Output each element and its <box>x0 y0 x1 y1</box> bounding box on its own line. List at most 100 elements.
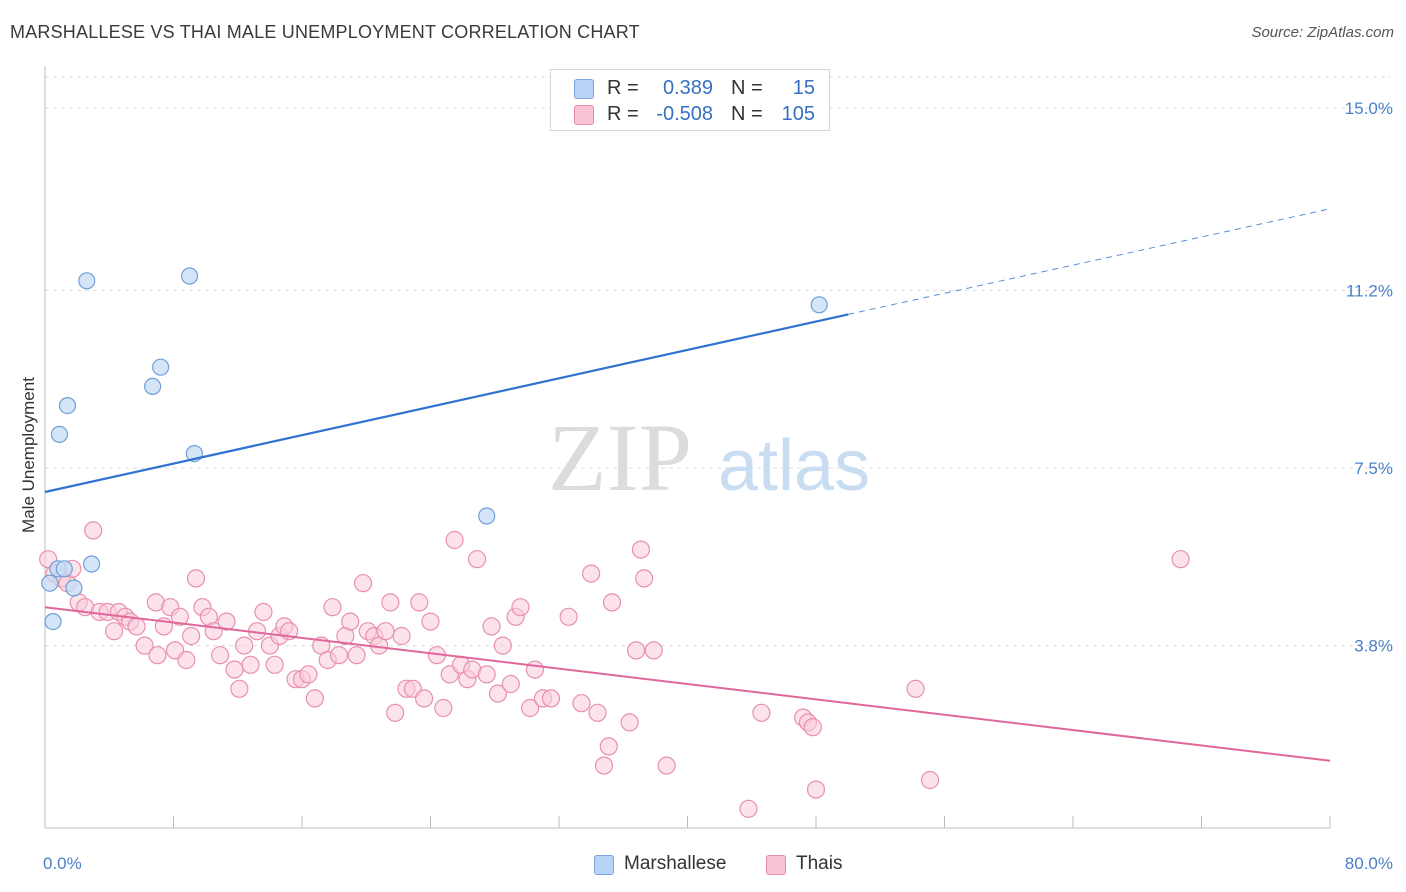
r-label: R = <box>607 77 639 99</box>
thai-point <box>525 660 545 679</box>
thai-point <box>803 718 822 737</box>
marshallese-points <box>41 267 828 631</box>
thai-point <box>599 737 618 756</box>
marshallese-point <box>65 579 83 597</box>
thai-swatch <box>574 105 594 125</box>
y-tick-label: 15.0% <box>1345 99 1393 118</box>
thai-point <box>376 622 395 641</box>
thai-point <box>644 641 663 660</box>
thai-point <box>241 655 260 674</box>
marshallese-swatch <box>574 79 594 99</box>
thai-point <box>467 550 487 569</box>
thai-point <box>541 689 561 708</box>
thai-point <box>635 569 654 588</box>
y-tick-label: 11.2% <box>1346 281 1393 300</box>
source-credit: Source: ZipAtlas.com <box>1251 24 1394 41</box>
marshallese-point <box>144 377 162 395</box>
y-axis-title: Male Unemployment <box>19 377 38 533</box>
marshallese-point <box>152 358 170 376</box>
marshallese-trend-extension <box>848 208 1331 315</box>
thai-point <box>520 698 540 718</box>
thai-point <box>305 689 324 708</box>
legend-row-marshallese: R = 0.389 N = 15 <box>551 75 829 101</box>
n-value: 105 <box>781 103 815 125</box>
marshallese-legend-label: Marshallese <box>624 853 727 874</box>
thai-point <box>806 780 826 799</box>
thai-point <box>631 540 651 559</box>
thai-point <box>477 665 496 684</box>
thai-point <box>135 636 154 655</box>
thai-point <box>488 684 508 703</box>
thai-point <box>299 665 318 684</box>
correlation-legend: R = 0.389 N = 15 R = -0.508 N = 105 <box>550 69 830 131</box>
x-tick-label: 80.0% <box>1345 854 1393 873</box>
series-legend: Marshallese Thais <box>0 852 1406 878</box>
x-tick-label: 0.0% <box>43 854 82 873</box>
thai-point <box>225 660 244 679</box>
chart-title: MARSHALLESE VS THAI MALE UNEMPLOYMENT CO… <box>10 22 640 42</box>
thai-point <box>381 593 400 612</box>
thai-point <box>392 626 411 646</box>
thai-point <box>353 574 373 593</box>
marshallese-trend-line <box>44 313 849 494</box>
r-value: 0.389 <box>662 77 713 99</box>
watermark-zip: ZIP <box>548 404 692 511</box>
thai-point <box>254 602 273 622</box>
marshallese-legend-swatch <box>594 855 614 875</box>
thai-trend-line <box>44 606 1331 762</box>
thai-point <box>84 521 103 540</box>
marshallese-point <box>180 267 199 285</box>
trend-lines <box>44 208 1331 762</box>
thai-point <box>104 622 124 641</box>
thai-point <box>620 713 639 732</box>
thai-point <box>1171 550 1190 569</box>
marshallese-point <box>810 296 828 314</box>
thai-point <box>235 636 254 655</box>
thai-point <box>347 646 366 665</box>
marshallese-point <box>44 612 62 631</box>
marshallese-point <box>58 397 77 415</box>
thai-point <box>920 770 940 790</box>
marshallese-point <box>82 555 101 573</box>
thai-point <box>186 569 206 588</box>
marshallese-point <box>78 272 96 290</box>
thai-point <box>493 636 512 655</box>
thai-point <box>906 679 925 698</box>
thai-point <box>421 612 440 631</box>
thai-point <box>739 799 758 818</box>
thai-point <box>582 564 601 583</box>
r-label: R = <box>607 103 639 125</box>
thai-point <box>572 694 591 713</box>
marshallese-point <box>41 574 59 592</box>
tick-labels: 3.8% 7.5% 11.2% 15.0% 0.0% 80.0% <box>43 99 1393 873</box>
thai-point <box>230 679 249 698</box>
thai-point <box>626 641 646 660</box>
thai-points <box>39 521 1190 818</box>
thai-point <box>410 593 429 612</box>
thai-point <box>210 646 230 665</box>
thai-point <box>559 607 578 626</box>
marshallese-point <box>50 425 69 443</box>
legend-row-thais: R = -0.508 N = 105 <box>551 101 829 127</box>
thai-point <box>482 617 501 636</box>
thai-point <box>511 598 530 617</box>
n-label: N = <box>731 103 763 125</box>
y-tick-label: 3.8% <box>1354 637 1393 656</box>
thai-point <box>323 598 342 617</box>
thai-point <box>414 689 434 708</box>
thai-point <box>588 703 607 722</box>
thai-point <box>434 698 453 718</box>
thai-point <box>386 703 405 722</box>
y-tick-label: 7.5% <box>1354 459 1393 478</box>
thai-point <box>602 593 622 612</box>
thai-point <box>445 530 464 550</box>
marshallese-point <box>55 560 73 578</box>
n-value: 15 <box>792 77 815 99</box>
thai-point <box>217 612 236 631</box>
thai-legend-swatch <box>766 855 786 875</box>
n-label: N = <box>731 77 763 99</box>
r-value: -0.508 <box>656 103 713 125</box>
thai-point <box>127 617 146 636</box>
watermark-atlas: atlas <box>718 426 870 506</box>
